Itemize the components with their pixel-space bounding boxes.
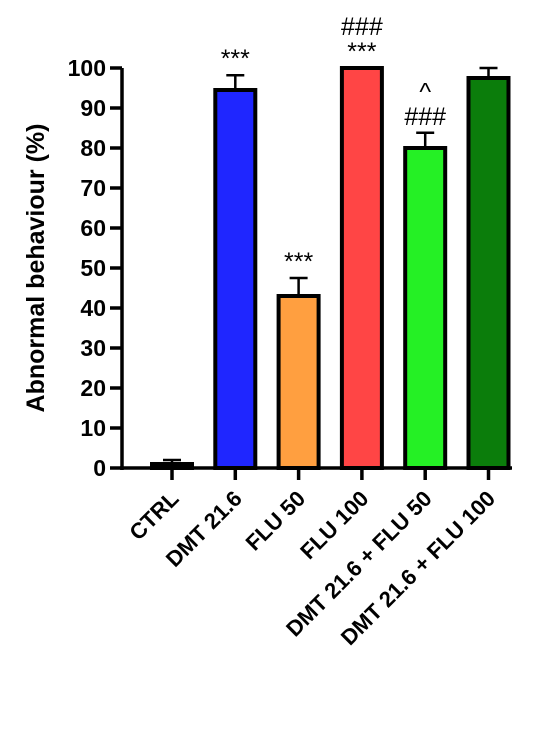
bar <box>339 66 384 470</box>
y-tick-label: 80 <box>80 135 106 161</box>
y-tick-label: 60 <box>80 215 106 241</box>
bars <box>150 66 511 470</box>
significance-marker: *** <box>284 248 313 276</box>
y-tick-label: 90 <box>80 95 106 121</box>
y-tick-label: 100 <box>68 55 106 81</box>
y-tick-label: 40 <box>80 295 106 321</box>
bar <box>276 294 321 470</box>
significance-marker: ### <box>404 103 446 131</box>
y-axis: 0 10 20 30 40 50 60 70 80 90 100 <box>68 55 124 481</box>
significance-marker: ### <box>341 13 383 41</box>
y-tick-label: 50 <box>80 255 106 281</box>
y-tick-label: 0 <box>93 455 106 481</box>
bar <box>466 76 511 470</box>
y-tick-label: 30 <box>80 335 106 361</box>
significance-marker: *** <box>221 45 250 73</box>
y-tick-label: 20 <box>80 375 106 401</box>
y-tick-label: 70 <box>80 175 106 201</box>
x-tick-label: CTRL <box>124 486 183 545</box>
bar <box>403 146 448 470</box>
y-tick-label: 10 <box>80 415 106 441</box>
bar <box>213 88 258 470</box>
significance-marker: *** <box>347 38 376 66</box>
error-bars <box>163 66 498 464</box>
y-axis-label: Abnormal behaviour (%) <box>22 124 50 413</box>
significance-marker: ^ <box>419 78 431 106</box>
significance-annotations: *********######^ <box>221 13 446 276</box>
